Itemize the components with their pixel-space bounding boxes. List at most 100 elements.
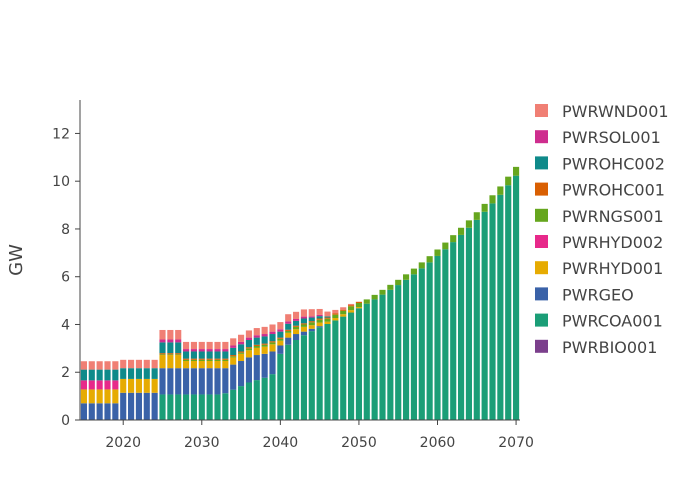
bar-segment[interactable]: [293, 326, 299, 327]
bar-segment[interactable]: [348, 313, 354, 420]
bar-segment[interactable]: [254, 346, 260, 348]
bar-segment[interactable]: [89, 370, 95, 381]
bar-segment[interactable]: [372, 299, 378, 420]
bar-segment[interactable]: [144, 379, 150, 393]
bar-segment[interactable]: [81, 389, 87, 403]
bar-segment[interactable]: [482, 204, 488, 212]
bar-segment[interactable]: [285, 314, 291, 321]
legend-item[interactable]: PWRHYD002: [535, 233, 663, 252]
bar-segment[interactable]: [104, 370, 110, 381]
bar-segment[interactable]: [458, 235, 464, 420]
bar-segment[interactable]: [89, 403, 95, 419]
bar-segment[interactable]: [262, 345, 268, 347]
bar-segment[interactable]: [238, 335, 244, 342]
bar-segment[interactable]: [144, 360, 150, 368]
bar-segment[interactable]: [191, 359, 197, 360]
bar-segment[interactable]: [238, 342, 244, 344]
legend-item[interactable]: PWRBIO001: [535, 338, 657, 357]
bar-segment[interactable]: [262, 347, 268, 354]
bar-segment[interactable]: [238, 354, 244, 361]
bar-segment[interactable]: [214, 361, 220, 368]
bar-segment[interactable]: [246, 347, 252, 348]
bar-segment[interactable]: [159, 330, 165, 340]
bar-segment[interactable]: [120, 393, 126, 420]
bar-segment[interactable]: [269, 344, 275, 351]
bar-segment[interactable]: [317, 323, 323, 327]
bar-segment[interactable]: [159, 394, 165, 419]
bar-segment[interactable]: [230, 345, 236, 347]
bar-segment[interactable]: [254, 328, 260, 335]
bar-segment[interactable]: [159, 355, 165, 368]
bar-segment[interactable]: [246, 350, 252, 357]
bar-segment[interactable]: [285, 324, 291, 330]
bar-segment[interactable]: [175, 342, 181, 353]
bar-segment[interactable]: [120, 379, 126, 393]
bar-segment[interactable]: [285, 338, 291, 345]
bar-segment[interactable]: [175, 340, 181, 343]
bar-segment[interactable]: [199, 394, 205, 419]
bar-segment[interactable]: [81, 370, 87, 381]
bar-segment[interactable]: [332, 313, 338, 314]
bar-segment[interactable]: [262, 344, 268, 345]
bar-segment[interactable]: [104, 380, 110, 389]
bar-segment[interactable]: [97, 380, 103, 389]
bar-segment[interactable]: [379, 290, 385, 295]
bar-segment[interactable]: [317, 315, 323, 316]
bar-segment[interactable]: [222, 393, 228, 419]
bar-segment[interactable]: [348, 304, 354, 305]
bar-segment[interactable]: [191, 342, 197, 349]
bar-segment[interactable]: [262, 378, 268, 420]
bar-segment[interactable]: [191, 361, 197, 368]
bar-segment[interactable]: [309, 316, 315, 317]
bar-segment[interactable]: [262, 327, 268, 334]
legend-item[interactable]: PWRWND001: [535, 102, 669, 121]
bar-segment[interactable]: [214, 360, 220, 361]
bar-segment[interactable]: [152, 393, 158, 420]
bar-segment[interactable]: [434, 249, 440, 255]
legend-item[interactable]: PWRHYD001: [535, 259, 663, 278]
bar-segment[interactable]: [167, 394, 173, 419]
bar-segment[interactable]: [199, 361, 205, 368]
bar-segment[interactable]: [120, 360, 126, 368]
bar-segment[interactable]: [293, 321, 299, 326]
bar-segment[interactable]: [175, 368, 181, 394]
legend-item[interactable]: PWRCOA001: [535, 312, 663, 331]
bar-segment[interactable]: [89, 389, 95, 403]
bar-segment[interactable]: [269, 374, 275, 419]
legend-item[interactable]: PWRNGS001: [535, 207, 664, 226]
bar-segment[interactable]: [301, 309, 307, 316]
bar-segment[interactable]: [277, 329, 283, 331]
bar-segment[interactable]: [332, 315, 338, 318]
bar-segment[interactable]: [191, 351, 197, 358]
bar-segment[interactable]: [167, 330, 173, 340]
bar-segment[interactable]: [262, 334, 268, 336]
bar-segment[interactable]: [81, 361, 87, 369]
bar-segment[interactable]: [269, 334, 275, 341]
bar-segment[interactable]: [332, 320, 338, 420]
bar-segment[interactable]: [269, 351, 275, 374]
bar-segment[interactable]: [230, 365, 236, 390]
bar-segment[interactable]: [104, 361, 110, 369]
bar-segment[interactable]: [120, 368, 126, 379]
bar-segment[interactable]: [269, 342, 275, 344]
bar-segment[interactable]: [364, 299, 370, 303]
bar-segment[interactable]: [254, 355, 260, 380]
bar-segment[interactable]: [230, 355, 236, 356]
bar-segment[interactable]: [230, 357, 236, 364]
bar-segment[interactable]: [167, 355, 173, 368]
bar-segment[interactable]: [159, 340, 165, 343]
bar-segment[interactable]: [214, 368, 220, 394]
bar-segment[interactable]: [403, 274, 409, 279]
bar-segment[interactable]: [356, 302, 362, 303]
bar-segment[interactable]: [230, 338, 236, 345]
bar-segment[interactable]: [159, 342, 165, 353]
bar-segment[interactable]: [167, 353, 173, 354]
bar-segment[interactable]: [136, 393, 142, 420]
bar-segment[interactable]: [89, 380, 95, 389]
bar-segment[interactable]: [340, 314, 346, 316]
bar-segment[interactable]: [293, 329, 299, 334]
bar-segment[interactable]: [434, 256, 440, 420]
bar-segment[interactable]: [474, 220, 480, 420]
bar-segment[interactable]: [419, 262, 425, 268]
bar-segment[interactable]: [207, 349, 213, 351]
